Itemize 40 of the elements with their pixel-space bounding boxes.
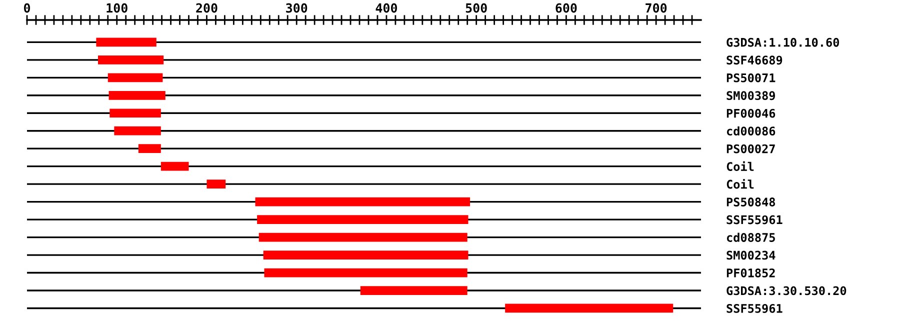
y-tick-label: Coil bbox=[726, 161, 754, 171]
y-tick-label: PS50071 bbox=[726, 73, 776, 82]
y-tick-label: cd08875 bbox=[726, 232, 775, 242]
y-tick-label: G3DSA:3.30.530.20 bbox=[726, 286, 846, 296]
x-tick-label: 100 bbox=[106, 3, 128, 13]
x-tick-label: 0 bbox=[24, 3, 30, 13]
bar bbox=[360, 286, 468, 295]
bar bbox=[255, 197, 470, 206]
bar bbox=[258, 232, 468, 242]
x-tick-label: 200 bbox=[196, 3, 218, 13]
y-tick-label: G3DSA:1.10.10.60 bbox=[726, 38, 840, 47]
bar bbox=[263, 250, 468, 260]
x-tick-label: 700 bbox=[646, 3, 667, 13]
y-tick-label: PF01852 bbox=[726, 268, 775, 278]
x-tick-label: 600 bbox=[556, 3, 577, 13]
y-tick-label: PS00027 bbox=[726, 144, 775, 154]
bar bbox=[160, 162, 189, 171]
bar bbox=[108, 90, 166, 100]
x-tick-label: 400 bbox=[376, 3, 398, 13]
x-tick-label: 500 bbox=[466, 3, 487, 13]
y-tick-label: SM00234 bbox=[726, 250, 776, 260]
bar bbox=[264, 268, 468, 278]
bar bbox=[96, 38, 156, 47]
bar bbox=[138, 144, 161, 154]
y-tick-label: PF00046 bbox=[726, 108, 776, 118]
y-tick-label: SSF55961 bbox=[726, 215, 782, 224]
bar bbox=[257, 215, 468, 224]
y-tick-label: SSF46689 bbox=[726, 56, 782, 65]
y-tick-label: SM00389 bbox=[726, 91, 775, 100]
bar bbox=[110, 108, 161, 118]
bar bbox=[98, 55, 164, 64]
bar bbox=[206, 180, 226, 189]
bar bbox=[108, 73, 163, 82]
x-tick-label: 300 bbox=[286, 3, 308, 13]
y-tick-label: SSF55961 bbox=[726, 304, 782, 313]
y-tick-label: PS50848 bbox=[726, 198, 776, 206]
bar bbox=[505, 304, 674, 313]
y-tick-label: Coil bbox=[726, 178, 754, 189]
y-tick-label: cd00086 bbox=[726, 126, 776, 136]
bar bbox=[114, 126, 161, 136]
